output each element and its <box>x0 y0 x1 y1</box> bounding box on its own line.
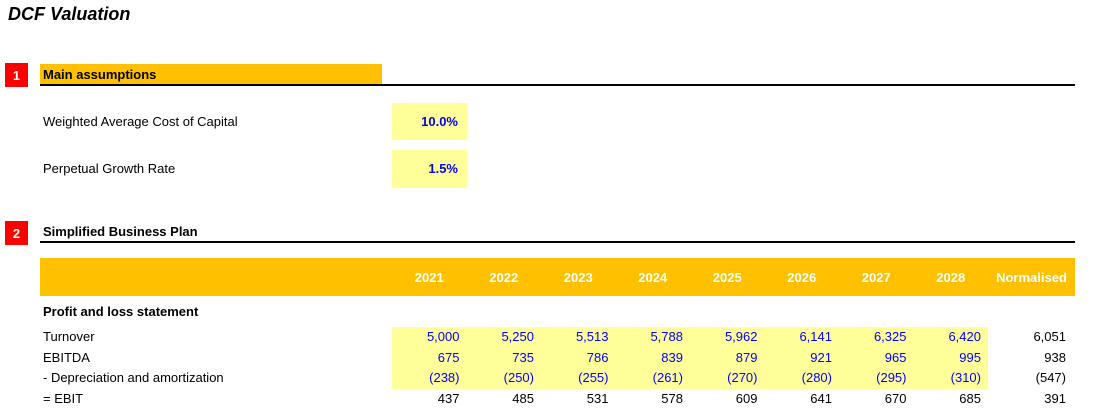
computed-value-cell: 485 <box>512 390 534 406</box>
row-label: EBITDA <box>43 349 90 365</box>
computed-value-cell: 531 <box>586 390 609 406</box>
input-value-cell[interactable]: (255) <box>541 368 616 389</box>
input-value-cell[interactable]: 5,788 <box>615 327 690 348</box>
input-value-cell[interactable]: 6,420 <box>913 327 988 348</box>
computed-value-cell: 578 <box>661 390 683 406</box>
row-label: - Depreciation and amortization <box>43 370 224 385</box>
year-column-header: 2025 <box>712 269 742 285</box>
input-value-cell[interactable]: 735 <box>466 347 541 368</box>
input-value-cell[interactable]: (261) <box>615 368 690 389</box>
normalised-value-cell: 391 <box>1044 390 1066 406</box>
wacc-input-cell[interactable]: 10.0% <box>392 103 467 140</box>
computed-value-cell: 670 <box>884 390 907 406</box>
section-1-title: Main assumptions <box>43 67 157 82</box>
input-value-cell[interactable]: 6,325 <box>839 327 914 348</box>
input-value-cell[interactable]: 786 <box>541 347 616 368</box>
normalised-value-cell: 938 <box>1044 349 1066 365</box>
year-column-header: 2027 <box>861 269 891 285</box>
growth-rate-input-cell[interactable]: 1.5% <box>392 150 467 188</box>
computed-value-cell: 685 <box>959 390 981 406</box>
year-column-header: 2022 <box>489 269 519 285</box>
wacc-label: Weighted Average Cost of Capital <box>43 114 238 129</box>
row-label: Turnover <box>43 329 95 344</box>
section-1-badge: 1 <box>5 63 28 87</box>
normalised-value-cell: 6,051 <box>1033 329 1066 344</box>
computed-value-cell: 641 <box>810 390 832 406</box>
table-row: - Depreciation and amortization (238) (250… <box>40 368 1075 389</box>
page-title: DCF Valuation <box>8 4 131 24</box>
table-row: Turnover 5,000 5,250 5,513 5,788 5,962 6,141 6,… <box>40 327 1075 348</box>
input-value-cell[interactable]: (310) <box>913 368 988 389</box>
input-value-cell[interactable]: 995 <box>913 347 988 368</box>
section-1-header: Main assumptions <box>40 64 1075 86</box>
input-value-cell[interactable]: (270) <box>690 368 765 389</box>
section-2-badge: 2 <box>5 221 28 245</box>
computed-value-cell: 609 <box>735 390 758 406</box>
input-value-cell[interactable]: 675 <box>392 347 467 368</box>
input-value-cell[interactable]: (280) <box>764 368 839 389</box>
year-column-header: 2023 <box>563 269 593 285</box>
normalised-value-cell: (547) <box>1035 370 1066 385</box>
year-column-header: 2021 <box>414 269 444 285</box>
section-2-header: Simplified Business Plan <box>40 221 1075 243</box>
input-value-cell[interactable]: 839 <box>615 347 690 368</box>
row-label: = EBIT <box>43 390 84 406</box>
input-value-cell[interactable]: 5,513 <box>541 327 616 348</box>
input-value-cell[interactable]: 6,141 <box>764 327 839 348</box>
input-value-cell[interactable]: 879 <box>690 347 765 368</box>
year-column-header: 2024 <box>638 269 668 285</box>
input-value-cell[interactable]: (238) <box>392 368 467 389</box>
computed-value-cell: 437 <box>437 390 460 406</box>
input-value-cell[interactable]: 965 <box>839 347 914 368</box>
growth-rate-label: Perpetual Growth Rate <box>43 161 176 176</box>
table-row: = EBIT 437 485 531 578 609 641 670 685 391 <box>40 389 1075 410</box>
group-header-label: Profit and loss statement <box>43 304 199 319</box>
input-value-cell[interactable]: 5,000 <box>392 327 467 348</box>
year-column-header: 2026 <box>787 269 817 285</box>
section-1-header-bar <box>40 64 382 84</box>
row-label-column-header <box>40 258 392 296</box>
input-value-cell[interactable]: 5,962 <box>690 327 765 348</box>
input-value-cell[interactable]: 921 <box>764 347 839 368</box>
section-2-title: Simplified Business Plan <box>43 224 198 239</box>
input-value-cell[interactable]: 5,250 <box>466 327 541 348</box>
table-header-row: 2021 2022 2023 2024 2025 2026 2027 2028 Normalis… <box>40 258 1075 296</box>
year-column-header: 2028 <box>936 269 966 285</box>
business-plan-table: 2021 2022 2023 2024 2025 2026 2027 2028 Normalis… <box>40 258 1075 409</box>
normalised-column-header: Normalised <box>996 269 1067 285</box>
input-value-cell[interactable]: (250) <box>466 368 541 389</box>
table-group-row: Profit and loss statement <box>40 296 1075 327</box>
table-row: EBITDA 675 735 786 839 879 921 965 995 938 <box>40 347 1075 368</box>
input-value-cell[interactable]: (295) <box>839 368 914 389</box>
